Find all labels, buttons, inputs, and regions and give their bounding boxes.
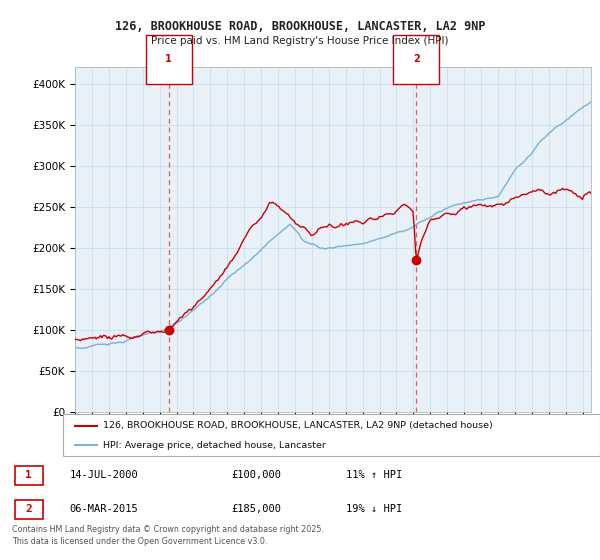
Text: 14-JUL-2000: 14-JUL-2000 <box>70 470 139 480</box>
Text: 1: 1 <box>25 470 32 480</box>
Text: 126, BROOKHOUSE ROAD, BROOKHOUSE, LANCASTER, LA2 9NP (detached house): 126, BROOKHOUSE ROAD, BROOKHOUSE, LANCAS… <box>103 421 493 430</box>
Text: 11% ↑ HPI: 11% ↑ HPI <box>346 470 403 480</box>
Text: HPI: Average price, detached house, Lancaster: HPI: Average price, detached house, Lanc… <box>103 441 326 450</box>
Text: £185,000: £185,000 <box>231 505 281 515</box>
Text: 1: 1 <box>166 54 172 64</box>
Text: 2: 2 <box>25 505 32 515</box>
Text: Price paid vs. HM Land Registry's House Price Index (HPI): Price paid vs. HM Land Registry's House … <box>151 36 449 46</box>
FancyBboxPatch shape <box>15 500 43 519</box>
Text: 126, BROOKHOUSE ROAD, BROOKHOUSE, LANCASTER, LA2 9NP: 126, BROOKHOUSE ROAD, BROOKHOUSE, LANCAS… <box>115 20 485 32</box>
Text: 19% ↓ HPI: 19% ↓ HPI <box>346 505 403 515</box>
Text: 06-MAR-2015: 06-MAR-2015 <box>70 505 139 515</box>
FancyBboxPatch shape <box>15 466 43 485</box>
Text: £100,000: £100,000 <box>231 470 281 480</box>
Text: Contains HM Land Registry data © Crown copyright and database right 2025.
This d: Contains HM Land Registry data © Crown c… <box>12 525 324 545</box>
Text: 2: 2 <box>413 54 419 64</box>
FancyBboxPatch shape <box>63 414 600 456</box>
